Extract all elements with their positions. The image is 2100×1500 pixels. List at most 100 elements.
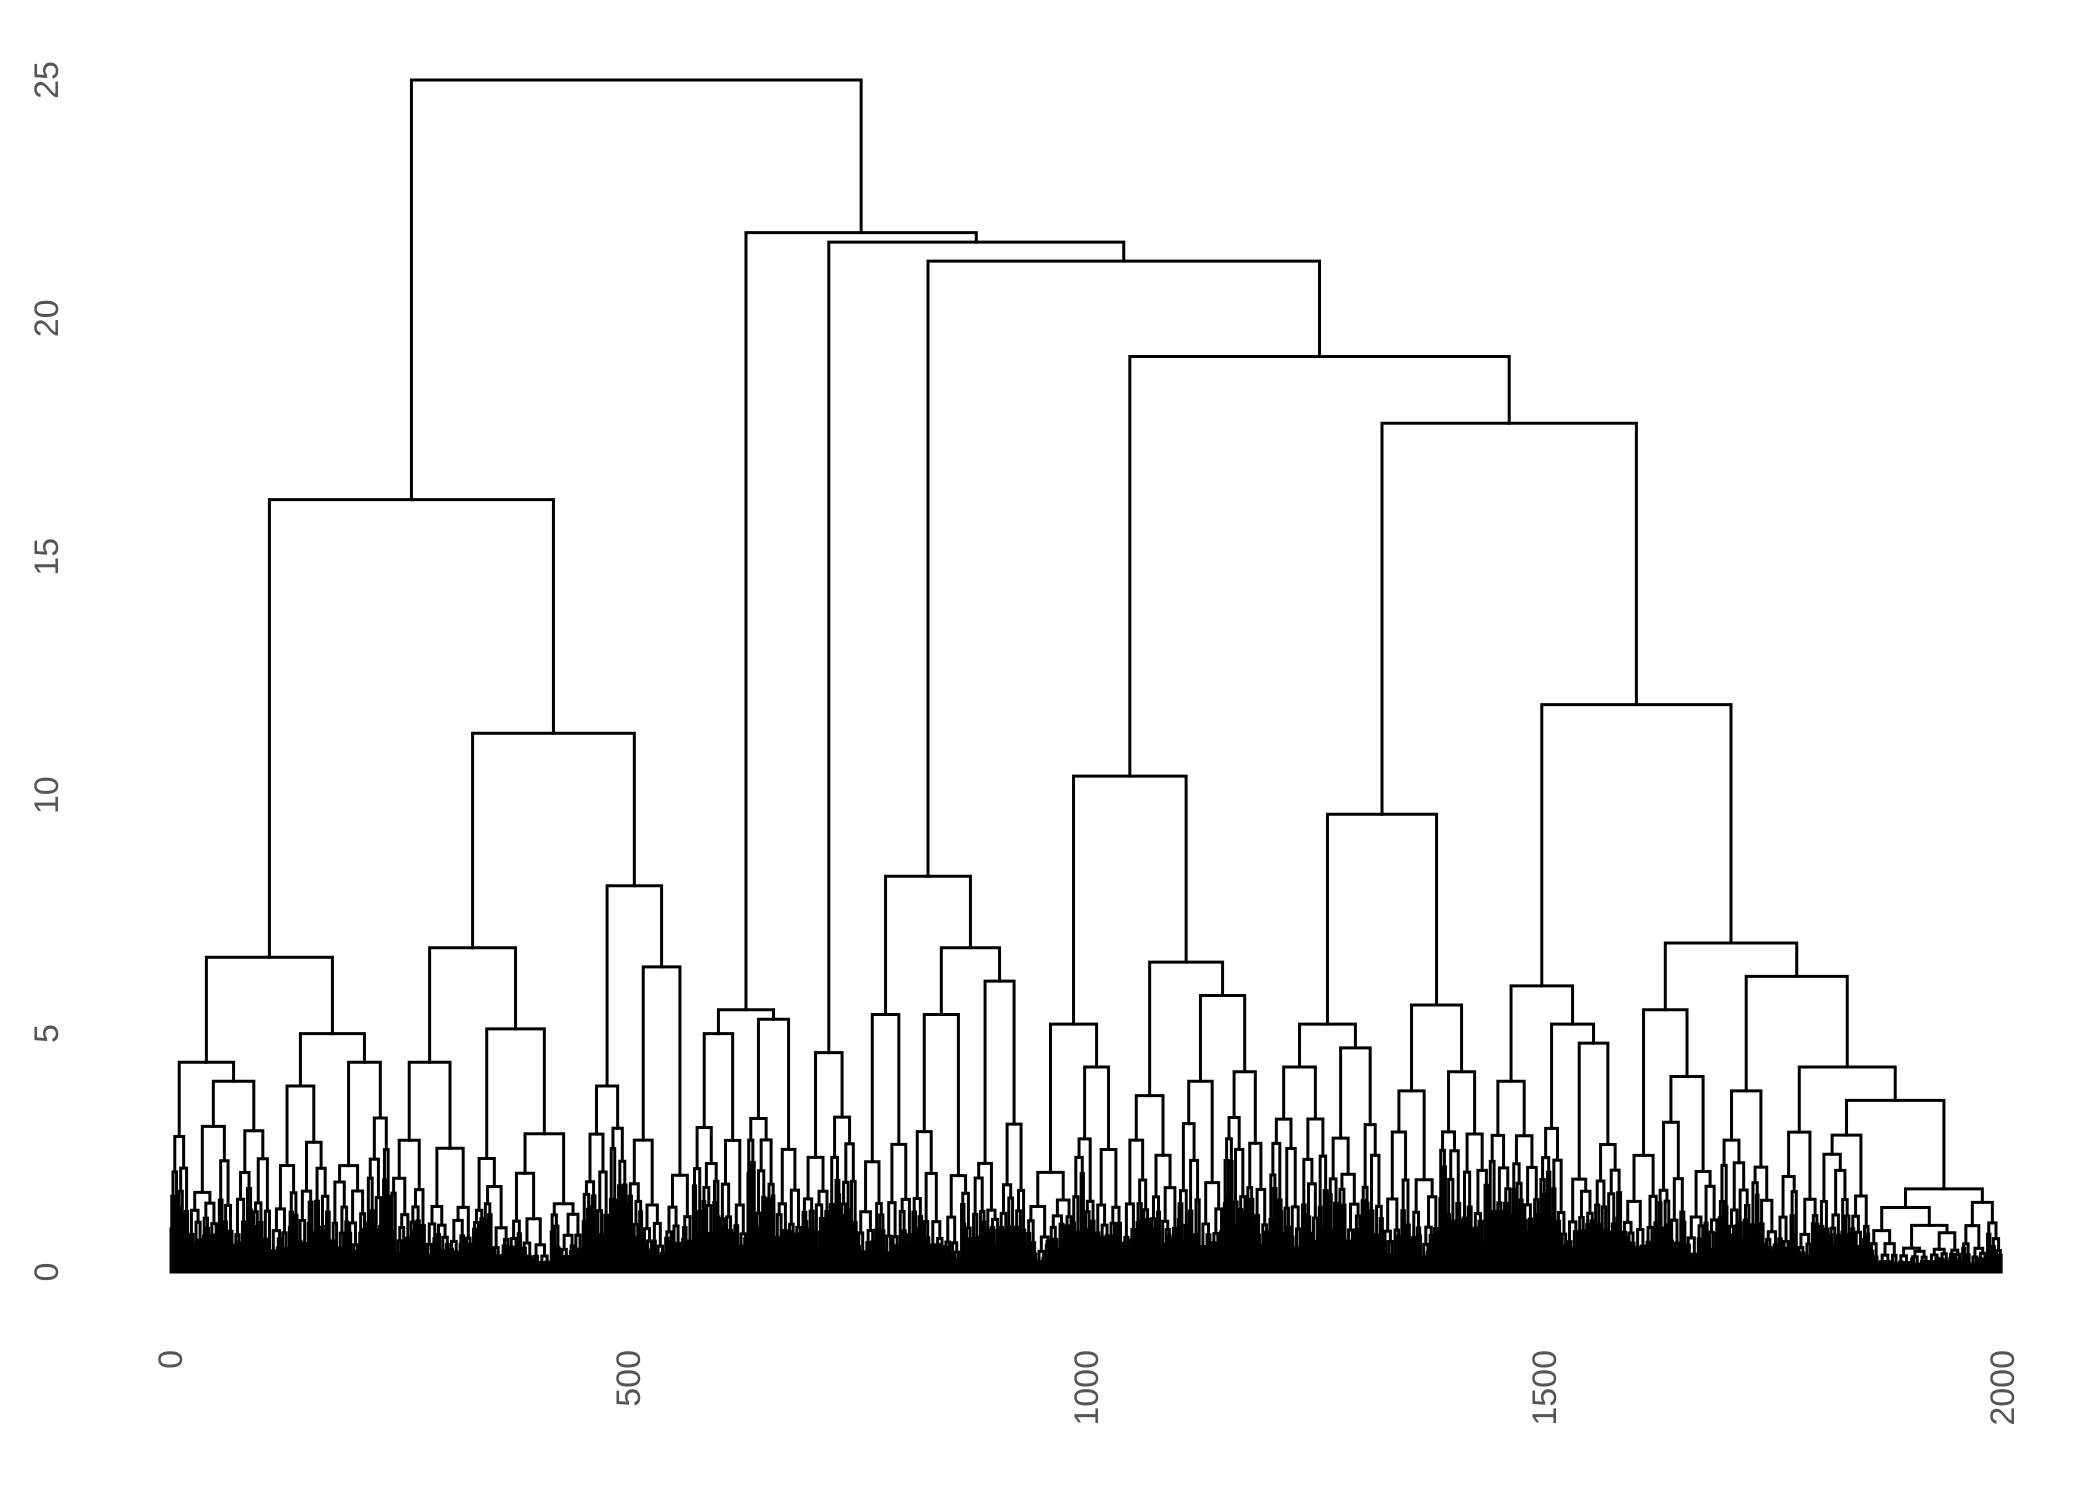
dendrogram-link-861 — [1822, 1152, 1842, 1203]
dendrogram-link-163 — [487, 1213, 493, 1274]
dendrogram-link-264 — [681, 1237, 686, 1274]
dendrogram-link-325 — [780, 1147, 797, 1206]
merge-C — [1072, 774, 1188, 1026]
merge-A1b — [298, 1032, 366, 1088]
dendrogram-link-248 — [651, 1239, 657, 1274]
dendrogram-link-937 — [1986, 1232, 1992, 1274]
dendrogram-link-156 — [435, 1146, 465, 1209]
dendrogram-link-524 — [1181, 1122, 1196, 1193]
dendrogram-link-945 — [1903, 1187, 1984, 1209]
dendrogram-link-249 — [655, 1254, 661, 1274]
dendrogram-link-52 — [256, 1157, 269, 1213]
dendrogram-link-607 — [1353, 1228, 1359, 1274]
dendrogram-link-208 — [562, 1233, 574, 1251]
dendrogram-link-237 — [627, 1194, 633, 1274]
dendrogram-link-89 — [338, 1231, 346, 1250]
dendrogram-link-47 — [258, 1220, 264, 1274]
dendrogram-link-553 — [1253, 1222, 1258, 1274]
dendrogram-link-196 — [514, 1171, 536, 1223]
merge-D1b1 — [1397, 1089, 1426, 1182]
dendrogram-link-829 — [1778, 1215, 1788, 1244]
merge-A1b1 — [285, 1084, 316, 1167]
dendrogram-link-730 — [1600, 1205, 1608, 1234]
dendrogram-link-826 — [1781, 1246, 1787, 1274]
dendrogram-link-667 — [1472, 1226, 1478, 1274]
dendrogram-link-801 — [1730, 1208, 1739, 1228]
dendrogram-link-633 — [1406, 1238, 1412, 1274]
dendrogram-link-87 — [337, 1246, 343, 1274]
dendrogram-link-374 — [887, 1201, 897, 1239]
dendrogram-link-938 — [1990, 1245, 1996, 1274]
dendrogram-link-637 — [1410, 1236, 1417, 1274]
dendrogram-link-830 — [1790, 1233, 1796, 1274]
dendrogram-link-153 — [467, 1242, 473, 1274]
dendrogram-link-397 — [943, 1245, 949, 1274]
dendrogram-link-746 — [1622, 1220, 1633, 1235]
dendrogram-link-701 — [1541, 1192, 1547, 1274]
dendrogram-link-145 — [452, 1253, 457, 1274]
dendrogram-link-19 — [210, 1243, 216, 1274]
dendrogram-link-305 — [765, 1219, 770, 1274]
dendrogram-link-760 — [1657, 1201, 1663, 1274]
dendrogram-link-696 — [1535, 1213, 1541, 1274]
dendrogram-link-819 — [1771, 1248, 1777, 1274]
dendrogram-link-76 — [314, 1199, 321, 1235]
dendrogram-link-712 — [1544, 1126, 1560, 1162]
dendrogram-link-582 — [1307, 1231, 1313, 1274]
y-tick-label: 10 — [28, 776, 66, 814]
dendrogram-link-509 — [1170, 1238, 1176, 1274]
dendrogram-link-939 — [1994, 1258, 2000, 1274]
dendrogram-link-513 — [1176, 1218, 1182, 1274]
dendrogram-link-230 — [609, 1147, 617, 1202]
dendrogram-link-460 — [1055, 1198, 1071, 1219]
dendrogram-link-647 — [1434, 1233, 1440, 1274]
merge-A1 — [204, 955, 334, 1064]
dendrogram-link-875 — [1873, 1255, 1879, 1274]
dendrogram-link-911 — [1943, 1260, 1949, 1274]
dendrogram-link-766 — [1669, 1239, 1674, 1274]
dendrogram-link-372 — [894, 1244, 900, 1274]
dendrogram-link-920 — [1937, 1231, 1957, 1252]
dendrogram-link-83 — [305, 1140, 323, 1193]
dendrogram-link-761 — [1661, 1245, 1667, 1274]
dendrogram-link-277 — [705, 1203, 713, 1236]
dendrogram-link-362 — [859, 1210, 872, 1235]
merge-B2b1b2 — [983, 979, 1016, 1165]
dendrogram-link-363 — [874, 1228, 880, 1274]
dendrogram-link-654 — [1446, 1213, 1452, 1274]
dendrogram-link-578 — [1285, 1146, 1297, 1210]
dendrogram-link-250 — [658, 1258, 664, 1274]
dendrogram-link-658 — [1457, 1218, 1463, 1274]
dendrogram-link-621 — [1370, 1153, 1381, 1213]
dendrogram-link-466 — [1079, 1172, 1085, 1274]
dendrogram-link-744 — [1630, 1241, 1636, 1274]
dendrogram-link-414 — [981, 1220, 987, 1274]
dendrogram-link-780 — [1696, 1237, 1702, 1274]
dendrogram-link-221 — [600, 1249, 605, 1274]
dendrogram-link-391 — [934, 1243, 941, 1274]
merge-B1a — [702, 1032, 735, 1142]
dendrogram-link-827 — [1785, 1253, 1791, 1274]
dendrogram-link-165 — [491, 1249, 497, 1274]
dendrogram-link-664 — [1468, 1227, 1474, 1274]
dendrogram-link-358 — [867, 1252, 872, 1274]
dendrogram-link-121 — [404, 1243, 409, 1274]
dendrogram-link-104 — [368, 1217, 374, 1274]
dendrogram-link-177 — [513, 1246, 519, 1274]
merge-D — [1380, 421, 1638, 816]
dendrogram-link-49 — [264, 1248, 270, 1274]
dendrogram-link-438 — [1026, 1232, 1032, 1274]
dendrogram-link-895 — [1910, 1257, 1916, 1274]
dendrogram-link-54 — [272, 1254, 277, 1274]
dendrogram-link-53 — [243, 1129, 265, 1175]
dendrogram-link-590 — [1321, 1226, 1327, 1274]
dendrogram-link-718 — [1580, 1229, 1586, 1274]
dendrogram-link-540 — [1229, 1159, 1234, 1274]
dendrogram-link-841 — [1814, 1222, 1820, 1274]
dendrogram-link-418 — [991, 1244, 997, 1274]
dendrogram-link-910 — [1939, 1257, 1945, 1274]
dendrogram-link-112 — [382, 1178, 387, 1274]
merge-B2b2 — [1128, 355, 1511, 778]
dendrogram-link-886 — [1883, 1242, 1896, 1257]
dendrogram-link-613 — [1364, 1201, 1370, 1274]
